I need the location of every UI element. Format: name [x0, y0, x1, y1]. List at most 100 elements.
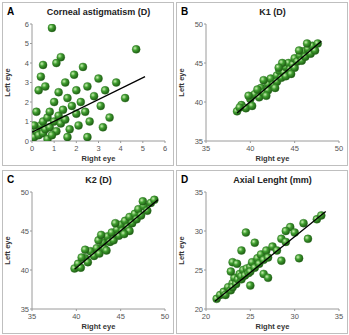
- y-tick: [30, 63, 32, 64]
- x-axis: [206, 309, 339, 310]
- y-tick-label: 50: [21, 188, 29, 197]
- y-tick: [30, 24, 32, 25]
- x-tick-label: 50: [335, 144, 343, 153]
- panel: BK1 (D)3540455035404550Right eyeLeft eye: [177, 3, 348, 166]
- x-tick: [339, 309, 340, 311]
- scatter-point: [102, 247, 110, 255]
- x-tick-label: 35: [28, 312, 36, 321]
- x-tick: [120, 309, 121, 311]
- scatter-point: [61, 79, 69, 87]
- y-tick: [204, 309, 206, 310]
- x-tick-label: 4: [119, 144, 123, 153]
- scatter-point: [303, 40, 311, 48]
- scatter-point: [282, 227, 290, 235]
- x-tick: [250, 141, 251, 143]
- scatter-point: [251, 239, 259, 247]
- scatter-point: [111, 219, 119, 227]
- y-tick: [204, 24, 206, 25]
- plot-area: [233, 40, 322, 116]
- scatter-point: [81, 108, 89, 116]
- scatter-point: [39, 61, 47, 69]
- x-tick-label: 20: [202, 312, 210, 321]
- y-tick: [30, 231, 32, 232]
- y-tick: [30, 102, 32, 103]
- scatter-point: [260, 76, 268, 84]
- panel-frame: [3, 3, 174, 166]
- y-axis-label: Left eye: [177, 68, 186, 96]
- figure: ACorneal astigmatism (D)01234560123456Ri…: [0, 0, 349, 335]
- x-tick-label: 3: [96, 144, 100, 153]
- scatter-point: [300, 219, 308, 227]
- scatter-point: [237, 247, 245, 255]
- scatter-point: [81, 246, 89, 254]
- scatter-point: [48, 24, 56, 32]
- y-axis-label: Left eye: [3, 236, 12, 264]
- scatter-point: [271, 84, 279, 92]
- y-tick-label: 40: [195, 98, 203, 107]
- y-tick-label: 35: [21, 305, 29, 314]
- x-axis: [206, 141, 339, 142]
- y-tick-label: 6: [25, 20, 29, 29]
- scatter-point: [48, 131, 56, 139]
- scatter-point: [121, 94, 129, 102]
- x-axis-label: Right eye: [82, 154, 116, 163]
- y-tick-label: 5: [25, 39, 29, 48]
- y-axis-label: Left eye: [3, 68, 12, 96]
- scatter-point: [63, 133, 71, 141]
- y-tick-label: 1: [25, 117, 29, 126]
- scatter-point: [95, 75, 103, 83]
- y-tick-label: 20: [195, 305, 203, 314]
- scatter-point: [101, 86, 109, 94]
- x-tick-label: 1: [52, 144, 56, 153]
- scatter-point: [304, 235, 312, 243]
- x-tick: [339, 141, 340, 143]
- y-tick: [30, 309, 32, 310]
- y-tick: [204, 141, 206, 142]
- x-tick-label: 45: [290, 144, 298, 153]
- x-tick-label: 30: [290, 312, 298, 321]
- y-tick: [30, 121, 32, 122]
- scatter-point: [37, 73, 45, 81]
- scatter-point: [291, 229, 299, 237]
- x-axis: [32, 309, 165, 310]
- panel-letter: B: [181, 6, 188, 17]
- trend-line: [32, 77, 145, 133]
- x-tick-label: 50: [161, 312, 169, 321]
- panel-letter: D: [181, 174, 188, 185]
- trend-line: [215, 212, 326, 302]
- scatter-point: [83, 82, 91, 90]
- scatter-point: [79, 63, 87, 71]
- scatter-point: [52, 59, 60, 67]
- x-axis-label: Right eye: [256, 154, 290, 163]
- plot-marks: [233, 40, 322, 116]
- scatter-point: [99, 123, 107, 131]
- x-tick: [294, 309, 295, 311]
- chart-title: Corneal astigmatism (D): [47, 7, 151, 17]
- scatter-point: [112, 79, 120, 87]
- panel: DAxial Lenght (mm)2025303520253035Right …: [177, 171, 348, 334]
- y-tick: [30, 270, 32, 271]
- x-tick-label: 0: [30, 144, 34, 153]
- scatter-point: [97, 231, 105, 239]
- scatter-point: [41, 82, 49, 90]
- trend-line: [237, 41, 321, 113]
- scatter-point: [83, 133, 91, 141]
- scatter-point: [59, 106, 67, 114]
- scatter-point: [295, 47, 303, 55]
- x-tick-label: 40: [246, 144, 254, 153]
- x-tick-label: 5: [141, 144, 145, 153]
- y-tick-label: 0: [25, 137, 29, 146]
- scatter-point: [287, 70, 295, 78]
- scatter-point: [264, 274, 272, 282]
- y-tick: [204, 270, 206, 271]
- y-tick: [204, 102, 206, 103]
- x-tick: [250, 309, 251, 311]
- scatter-point: [139, 197, 147, 205]
- panel: CK2 (D)3540455035404550Right eyeLeft eye: [3, 171, 174, 334]
- chart-title: K2 (D): [85, 175, 112, 185]
- plot-marks: [32, 24, 145, 141]
- scatter-point: [32, 121, 38, 129]
- y-tick: [30, 43, 32, 44]
- scatter-point: [132, 45, 140, 53]
- scatter-point: [233, 260, 241, 268]
